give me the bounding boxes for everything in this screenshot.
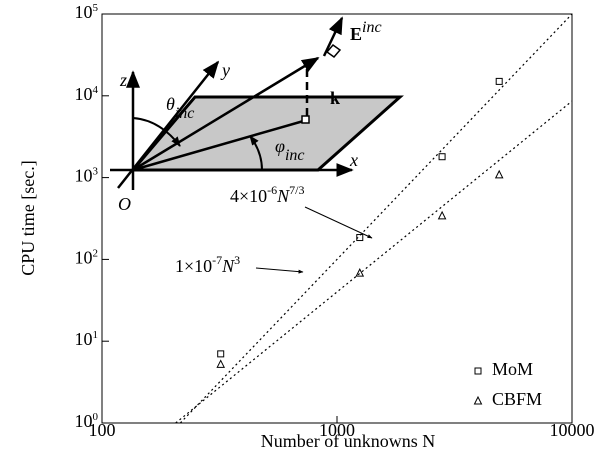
- annotation-part: -7: [212, 253, 222, 267]
- tick-base: 10: [75, 84, 93, 104]
- annotation-arrow: [255, 267, 304, 274]
- y-tick-label: 104: [75, 83, 99, 104]
- square-marker: [217, 350, 225, 358]
- annotation-part: 1×10: [175, 256, 212, 276]
- theta-subscript: inc: [175, 105, 195, 122]
- theta-symbol: θ: [166, 94, 175, 114]
- square-marker: [356, 234, 364, 242]
- x-label: x: [349, 150, 358, 170]
- y-tick-label: 100: [75, 411, 99, 432]
- e-label: Einc: [350, 19, 382, 44]
- x-axis-title: Number of unknowns N: [261, 431, 435, 451]
- annotation-arrow: [304, 206, 373, 239]
- phi-subscript: inc: [285, 147, 305, 164]
- tick-exponent: 0: [93, 411, 99, 423]
- origin-label: O: [118, 194, 131, 214]
- z-label: z: [119, 70, 127, 90]
- y-tick-label: 105: [75, 2, 99, 23]
- e-superscript: inc: [362, 19, 382, 36]
- x-tick-label: 1000: [319, 420, 355, 440]
- y-tick-label: 103: [75, 165, 99, 186]
- legend-marker: [473, 395, 483, 405]
- fit-line: [179, 13, 573, 424]
- tick-exponent: 2: [93, 247, 99, 259]
- k-vector: [132, 56, 320, 172]
- legend-label: MoM: [492, 359, 533, 379]
- projection: [132, 118, 308, 172]
- y-label: y: [220, 60, 230, 80]
- legend-label: CBFM: [492, 389, 542, 409]
- y-axis: [117, 60, 220, 189]
- y-axis-title: CPU time [sec.]: [18, 160, 38, 275]
- tick-base: 10: [75, 248, 93, 268]
- fit-line: [175, 100, 573, 424]
- e-symbol: E: [350, 24, 362, 44]
- tick-base: 10: [75, 411, 93, 431]
- tick-base: 10: [75, 2, 93, 22]
- square-marker: [438, 153, 446, 161]
- x-tick-label: 100: [89, 420, 116, 440]
- triangle-marker: [355, 267, 365, 277]
- tick-base: 10: [75, 329, 93, 349]
- annotation-part: -6: [267, 183, 277, 197]
- e-box: [325, 43, 342, 59]
- y-tick-label: 101: [75, 329, 99, 350]
- triangle-marker: [216, 359, 226, 368]
- tick-exponent: 4: [93, 83, 99, 95]
- annotation: 1×10-7N3: [175, 253, 240, 276]
- inset-diagram: z y x O k Einc θinc φinc: [110, 16, 404, 214]
- phi-symbol: φ: [275, 136, 285, 156]
- tick-base: 10: [75, 166, 93, 186]
- triangle-marker: [437, 210, 447, 220]
- y-tick-label: 102: [75, 247, 99, 268]
- tick-exponent: 5: [93, 2, 99, 14]
- legend-marker: [474, 367, 482, 375]
- x-tick-label: 10000: [550, 420, 595, 440]
- annotation-part: 4×10: [230, 186, 267, 206]
- tick-exponent: 3: [93, 165, 99, 177]
- tick-exponent: 1: [93, 329, 99, 341]
- annotation-part: N: [221, 256, 235, 276]
- theta-arc: [132, 117, 181, 147]
- annotation: 4×10-6N7/3: [230, 183, 305, 206]
- theta-label: θinc: [166, 94, 194, 122]
- square-marker: [495, 77, 503, 85]
- phi-label: φinc: [275, 136, 305, 164]
- annotation-part: N: [276, 186, 290, 206]
- e-vector: [322, 16, 344, 57]
- annotation-part: 3: [234, 253, 240, 267]
- phi-arc: [249, 135, 263, 171]
- triangle-marker: [494, 169, 504, 179]
- k-label: k: [330, 88, 340, 108]
- point: [301, 115, 310, 124]
- annotation-part: 7/3: [289, 183, 304, 197]
